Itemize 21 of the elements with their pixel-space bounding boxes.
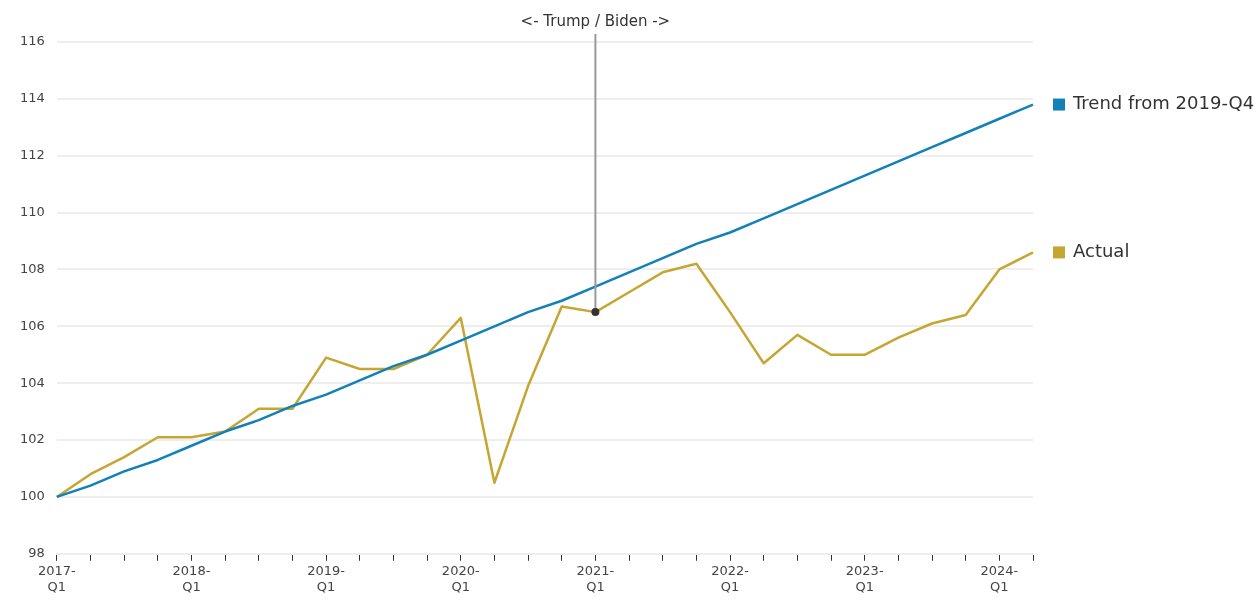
x-tick-label: 2022-Q1 — [711, 562, 750, 594]
ref-line-label: <- Trump / Biden -> — [520, 12, 671, 31]
x-tick-label: 2020-Q1 — [441, 562, 480, 594]
y-tick-label: 116 — [19, 33, 45, 49]
y-tick-label: 114 — [19, 90, 45, 106]
x-tick-label: 2018-Q1 — [172, 562, 211, 594]
y-tick-label: 100 — [19, 488, 45, 504]
y-tick-label: 108 — [19, 260, 45, 276]
x-tick-label: 2024-Q1 — [980, 562, 1019, 594]
x-tick-label: 2019-Q1 — [307, 562, 346, 594]
legend-label: Actual — [1073, 240, 1130, 262]
x-tick-label: 2023-Q1 — [845, 562, 884, 594]
y-tick-label: 98 — [28, 545, 45, 561]
y-tick-label: 112 — [19, 147, 45, 163]
legend-label: Trend from 2019-Q4 — [1072, 92, 1255, 114]
y-tick-label: 106 — [19, 317, 45, 333]
y-tick-label: 102 — [19, 431, 45, 447]
y-tick-label: 110 — [19, 203, 45, 219]
x-tick-label: 2017-Q1 — [37, 562, 77, 594]
x-tick-label: 2021-Q1 — [576, 562, 615, 594]
y-tick-label: 104 — [19, 374, 45, 390]
